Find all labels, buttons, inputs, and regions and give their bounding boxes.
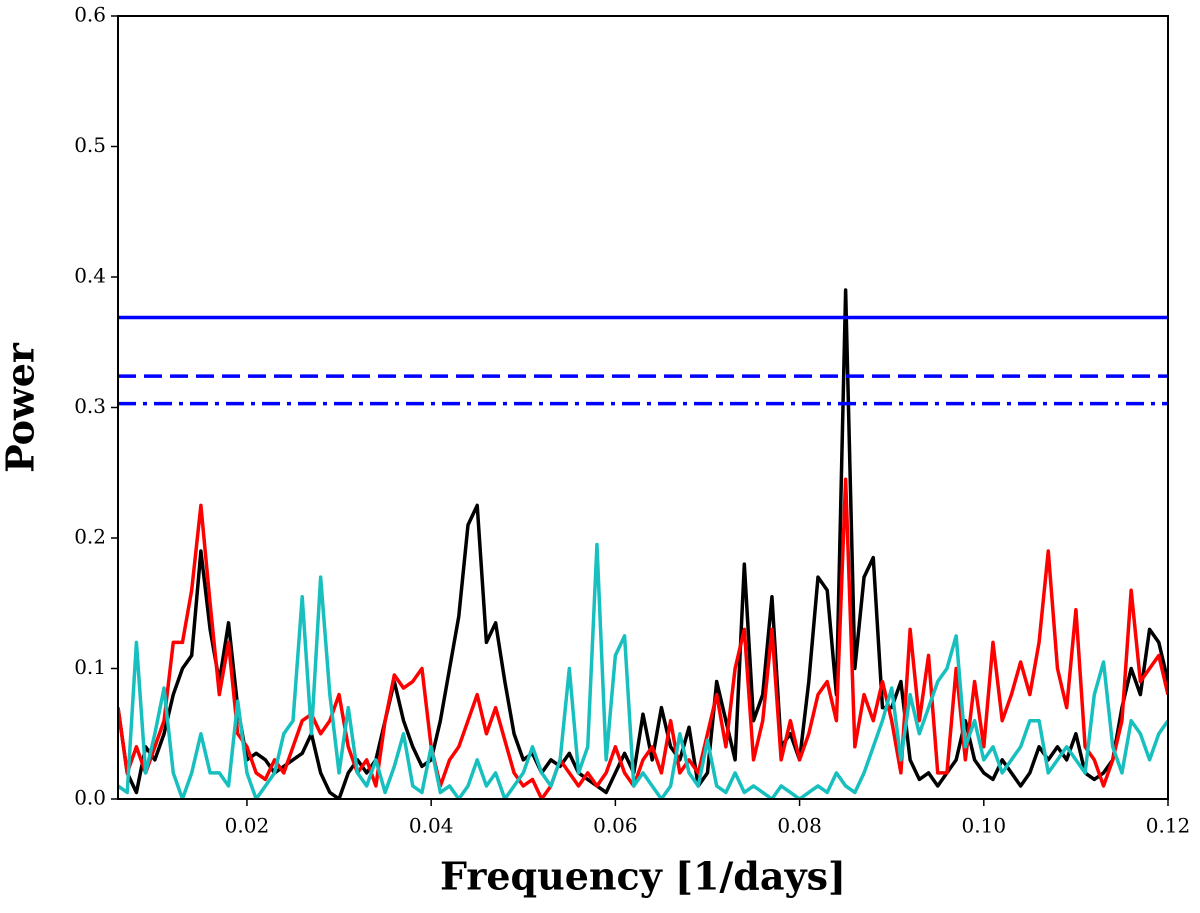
y-tick-label: 0.5 bbox=[74, 133, 106, 157]
x-tick-label: 0.12 bbox=[1146, 814, 1191, 838]
y-tick-label: 0.0 bbox=[74, 786, 106, 810]
y-tick-label: 0.4 bbox=[74, 264, 106, 288]
y-tick-label: 0.2 bbox=[74, 525, 106, 549]
series-line bbox=[118, 288, 1168, 799]
plot-frame bbox=[117, 15, 1169, 800]
x-tick-label: 0.08 bbox=[777, 814, 822, 838]
x-tick-label: 0.10 bbox=[962, 814, 1007, 838]
y-tick-label: 0.6 bbox=[74, 3, 106, 27]
plot-area bbox=[118, 288, 1168, 799]
y-axis-label: Power bbox=[0, 342, 43, 473]
x-tick-label: 0.04 bbox=[409, 814, 454, 838]
y-tick-label: 0.1 bbox=[74, 655, 106, 679]
x-tick-label: 0.02 bbox=[225, 814, 270, 838]
series-line bbox=[118, 542, 1168, 799]
x-tick-label: 0.06 bbox=[593, 814, 638, 838]
y-tick-label: 0.3 bbox=[74, 394, 106, 418]
series-line bbox=[118, 477, 1168, 799]
x-axis-label: Frequency [1/days] bbox=[440, 854, 846, 899]
